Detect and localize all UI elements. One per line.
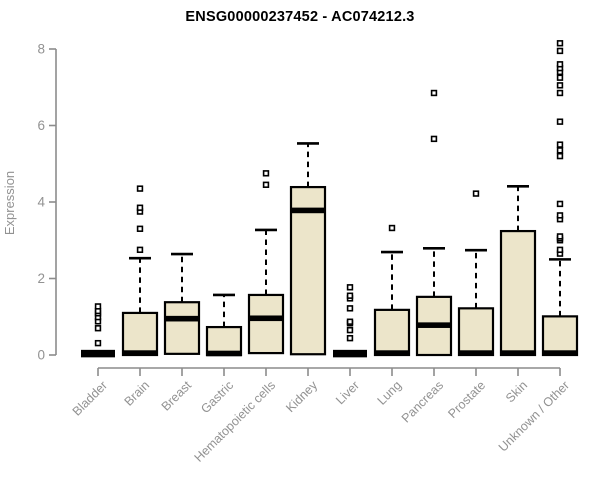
median-bar: [416, 322, 452, 328]
box-prostate: [457, 190, 495, 357]
outlier-point: [556, 40, 564, 47]
median-bar: [374, 350, 410, 356]
median-bar: [290, 207, 326, 214]
outlier-point: [94, 325, 102, 332]
box-liver: [333, 284, 367, 358]
box-breast: [163, 252, 201, 355]
x-tick-label-hematopoietic-cells: Hematopoietic cells: [192, 378, 279, 465]
outlier-point: [346, 284, 354, 291]
median-bar: [458, 350, 494, 356]
x-tick-label-unknown-other: Unknown / Other: [496, 378, 572, 454]
outlier-point: [94, 303, 102, 310]
x-tick-label-kidney: Kidney: [283, 378, 320, 415]
box-bladder: [81, 303, 115, 358]
iqr-box: [205, 325, 243, 357]
box-gastric: [205, 293, 243, 357]
median-bar: [206, 350, 242, 357]
outlier-point: [346, 292, 354, 299]
outlier-point: [262, 170, 270, 177]
median-bar: [500, 350, 536, 356]
box-brain: [121, 185, 159, 357]
collapsed-bar: [333, 349, 367, 358]
outlier-point: [136, 185, 144, 192]
collapsed-bar: [81, 349, 115, 358]
x-tick-label-lung: Lung: [375, 378, 405, 408]
outlier-point: [472, 190, 480, 197]
outlier-point: [556, 74, 564, 81]
outlier-point: [556, 246, 564, 254]
iqr-box: [373, 308, 411, 357]
outlier-point: [430, 89, 438, 97]
x-tick-label-bladder: Bladder: [70, 378, 110, 418]
outlier-point: [556, 200, 564, 208]
x-tick-label-liver: Liver: [333, 378, 362, 407]
x-tick-label-breast: Breast: [159, 378, 195, 414]
x-tick-label-prostate: Prostate: [445, 378, 488, 421]
median-bar: [164, 315, 200, 322]
median-bar: [122, 350, 158, 356]
outlier-point: [556, 118, 564, 125]
chart-title: ENSG00000237452 - AC074212.3: [185, 9, 415, 25]
outlier-point: [556, 82, 564, 89]
y-tick-label: 6: [37, 118, 45, 133]
outlier-point: [556, 47, 564, 55]
x-tick-label-skin: Skin: [503, 378, 530, 405]
outlier-point: [556, 152, 564, 160]
box-unknown-other: [541, 40, 579, 357]
outlier-point: [556, 147, 564, 154]
iqr-box: [247, 293, 285, 355]
box-kidney: [289, 142, 327, 356]
outlier-point: [556, 61, 564, 68]
outlier-point: [262, 181, 270, 188]
x-tick-label-brain: Brain: [122, 378, 153, 409]
outlier-point: [430, 135, 438, 143]
outlier-point: [136, 246, 144, 254]
iqr-box: [163, 301, 201, 355]
outlier-point: [556, 89, 564, 97]
iqr-box: [457, 307, 495, 357]
iqr-box: [499, 229, 537, 357]
iqr-box: [121, 311, 159, 357]
y-tick-label: 8: [37, 42, 45, 57]
y-tick-label: 2: [37, 271, 45, 286]
median-bar: [248, 315, 284, 322]
outlier-point: [556, 233, 564, 240]
outlier-point: [346, 318, 354, 325]
iqr-box: [289, 185, 327, 356]
box-skin: [499, 185, 537, 357]
iqr-box: [541, 315, 579, 357]
y-tick-label: 4: [37, 195, 45, 210]
outlier-point: [346, 334, 354, 342]
box-hematopoietic-cells: [247, 170, 285, 355]
median-bar: [542, 350, 578, 356]
outlier-point: [346, 326, 354, 334]
outlier-point: [136, 204, 144, 211]
x-tick-label-gastric: Gastric: [198, 378, 236, 416]
y-axis-title: Expression: [2, 171, 17, 235]
y-tick-label: 0: [37, 348, 45, 363]
outlier-point: [346, 305, 354, 312]
box-lung: [373, 224, 411, 357]
box-pancreas: [415, 89, 453, 357]
outlier-point: [556, 141, 564, 148]
outlier-point: [136, 225, 144, 232]
outlier-point: [388, 224, 396, 232]
x-tick-label-pancreas: Pancreas: [399, 378, 446, 425]
outlier-point: [556, 212, 564, 219]
outlier-point: [94, 339, 102, 347]
